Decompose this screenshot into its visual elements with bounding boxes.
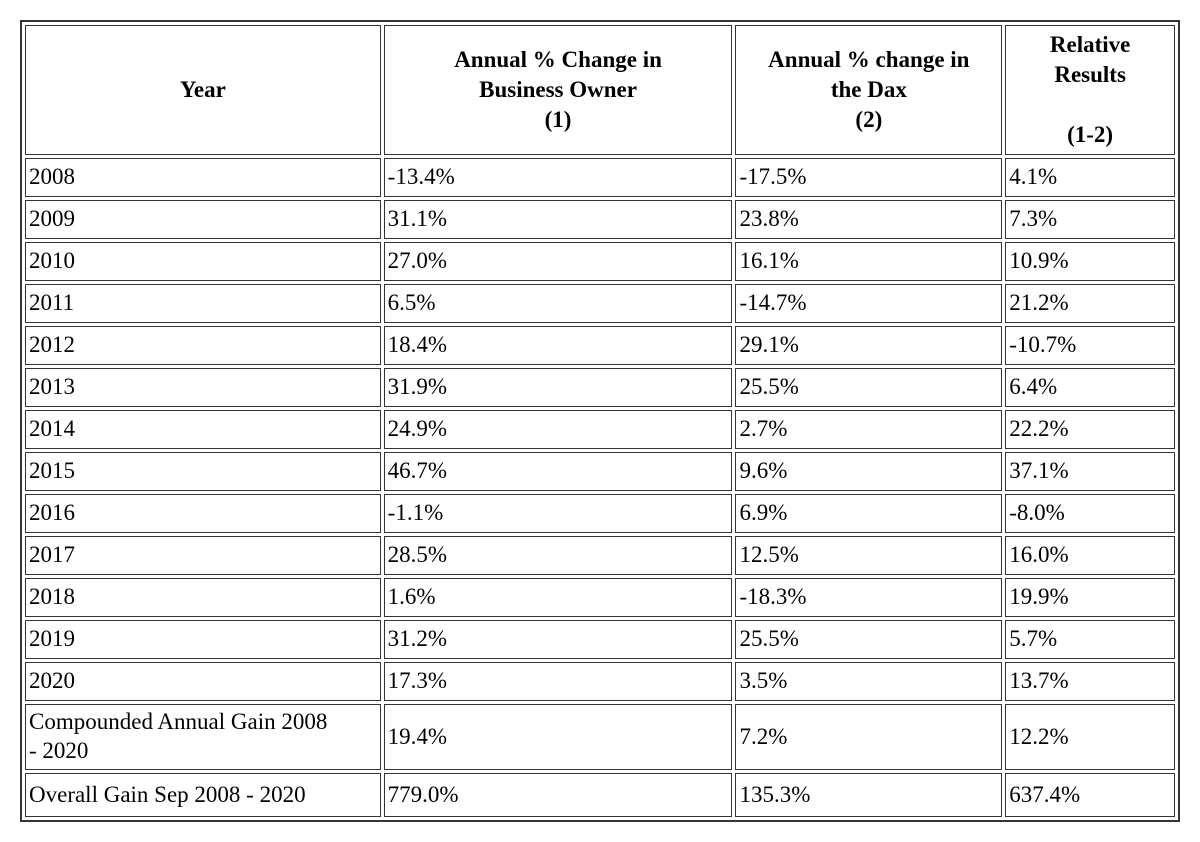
relative-results-cell: 12.2% <box>1005 704 1175 770</box>
relative-results-cell: 22.2% <box>1005 410 1175 449</box>
table-row: 2010 27.0% 16.1% 10.9% <box>25 242 1175 281</box>
business-owner-cell: 31.9% <box>383 368 733 407</box>
year-cell: 2013 <box>25 368 381 407</box>
relative-results-cell: 637.4% <box>1005 773 1175 817</box>
year-cell: 2008 <box>25 158 381 197</box>
year-cell: 2017 <box>25 536 381 575</box>
dax-cell: 2.7% <box>735 410 1003 449</box>
year-cell: Compounded Annual Gain 2008 - 2020 <box>25 704 381 770</box>
year-cell: Overall Gain Sep 2008 - 2020 <box>25 773 381 817</box>
year-cell: 2019 <box>25 620 381 659</box>
year-cell: 2016 <box>25 494 381 533</box>
dax-cell: 135.3% <box>735 773 1003 817</box>
table-row: 2015 46.7% 9.6% 37.1% <box>25 452 1175 491</box>
relative-results-cell: 13.7% <box>1005 662 1175 701</box>
business-owner-cell: -13.4% <box>383 158 733 197</box>
year-cell: 2012 <box>25 326 381 365</box>
year-cell: 2014 <box>25 410 381 449</box>
table-row: 2017 28.5% 12.5% 16.0% <box>25 536 1175 575</box>
business-owner-cell: 28.5% <box>383 536 733 575</box>
annual-returns-table: Year Annual % Change in Business Owner (… <box>20 20 1180 822</box>
relative-results-cell: -10.7% <box>1005 326 1175 365</box>
business-owner-cell: 46.7% <box>383 452 733 491</box>
table-row: 2013 31.9% 25.5% 6.4% <box>25 368 1175 407</box>
business-owner-cell: 31.1% <box>383 200 733 239</box>
dax-cell: -14.7% <box>735 284 1003 323</box>
dax-cell: 25.5% <box>735 620 1003 659</box>
table-row: 2018 1.6% -18.3% 19.9% <box>25 578 1175 617</box>
dax-cell: 6.9% <box>735 494 1003 533</box>
year-cell: 2009 <box>25 200 381 239</box>
table-row: 2020 17.3% 3.5% 13.7% <box>25 662 1175 701</box>
table-row: 2011 6.5% -14.7% 21.2% <box>25 284 1175 323</box>
year-cell: 2011 <box>25 284 381 323</box>
dax-cell: 7.2% <box>735 704 1003 770</box>
relative-results-cell: 10.9% <box>1005 242 1175 281</box>
header-row: Year Annual % Change in Business Owner (… <box>25 25 1175 155</box>
table-row: 2008 -13.4% -17.5% 4.1% <box>25 158 1175 197</box>
table-row: 2014 24.9% 2.7% 22.2% <box>25 410 1175 449</box>
business-owner-cell: 1.6% <box>383 578 733 617</box>
relative-results-cell: -8.0% <box>1005 494 1175 533</box>
business-owner-cell: 27.0% <box>383 242 733 281</box>
table-row: 2009 31.1% 23.8% 7.3% <box>25 200 1175 239</box>
relative-results-cell: 7.3% <box>1005 200 1175 239</box>
business-owner-cell: 6.5% <box>383 284 733 323</box>
year-cell: 2015 <box>25 452 381 491</box>
business-owner-cell: -1.1% <box>383 494 733 533</box>
relative-results-cell: 37.1% <box>1005 452 1175 491</box>
dax-cell: 9.6% <box>735 452 1003 491</box>
dax-cell: 12.5% <box>735 536 1003 575</box>
business-owner-cell: 24.9% <box>383 410 733 449</box>
year-cell: 2018 <box>25 578 381 617</box>
dax-cell: 3.5% <box>735 662 1003 701</box>
relative-results-cell: 21.2% <box>1005 284 1175 323</box>
table-row: 2019 31.2% 25.5% 5.7% <box>25 620 1175 659</box>
dax-cell: 23.8% <box>735 200 1003 239</box>
relative-results-cell: 5.7% <box>1005 620 1175 659</box>
table-row: 2016 -1.1% 6.9% -8.0% <box>25 494 1175 533</box>
dax-cell: 29.1% <box>735 326 1003 365</box>
column-header-business-owner: Annual % Change in Business Owner (1) <box>383 25 733 155</box>
business-owner-cell: 31.2% <box>383 620 733 659</box>
table-row: 2012 18.4% 29.1% -10.7% <box>25 326 1175 365</box>
business-owner-cell: 17.3% <box>383 662 733 701</box>
dax-cell: -17.5% <box>735 158 1003 197</box>
column-header-relative-results: Relative Results (1-2) <box>1005 25 1175 155</box>
relative-results-cell: 6.4% <box>1005 368 1175 407</box>
dax-cell: 16.1% <box>735 242 1003 281</box>
dax-cell: -18.3% <box>735 578 1003 617</box>
column-header-year: Year <box>25 25 381 155</box>
table-row-compounded-annual-gain: Compounded Annual Gain 2008 - 2020 19.4%… <box>25 704 1175 770</box>
year-cell: 2010 <box>25 242 381 281</box>
table-row-overall-gain: Overall Gain Sep 2008 - 2020 779.0% 135.… <box>25 773 1175 817</box>
dax-cell: 25.5% <box>735 368 1003 407</box>
relative-results-cell: 4.1% <box>1005 158 1175 197</box>
column-header-dax: Annual % change in the Dax (2) <box>735 25 1003 155</box>
business-owner-cell: 18.4% <box>383 326 733 365</box>
business-owner-cell: 19.4% <box>383 704 733 770</box>
year-cell: 2020 <box>25 662 381 701</box>
relative-results-cell: 19.9% <box>1005 578 1175 617</box>
business-owner-cell: 779.0% <box>383 773 733 817</box>
relative-results-cell: 16.0% <box>1005 536 1175 575</box>
